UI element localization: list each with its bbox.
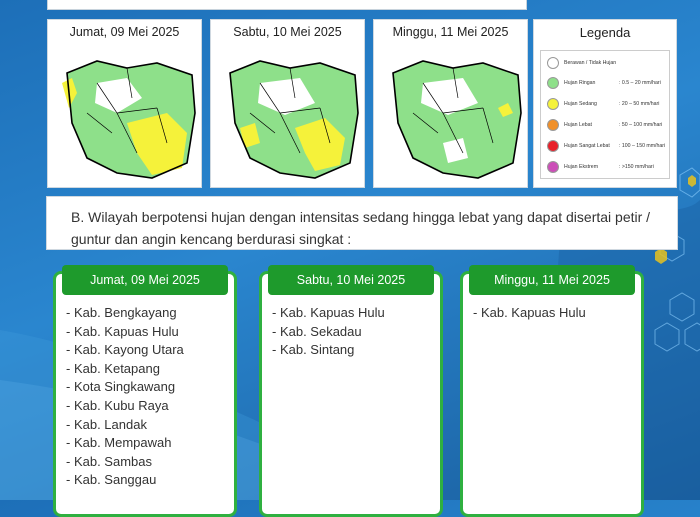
list-item: - Kab. Sambas [66,453,152,469]
list-item: - Kab. Kayong Utara [66,342,184,358]
legend-title: Legenda [579,25,631,40]
list-item: - Kab. Bengkayang [66,305,177,320]
top-panel-edge [47,0,527,10]
map-panel-2: Sabtu, 10 Mei 2025 [210,19,365,188]
rainfall-map-2 [220,53,359,180]
section-b-text: B. Wilayah berpotensi hujan dengan inten… [71,209,651,247]
list-item: - Kab. Sintang [272,342,355,358]
map-date-2: Sabtu, 10 Mei 2025 [233,25,342,39]
legend-swatch [547,140,559,152]
legend-body: Berawan / Tidak Hujan Hujan Ringan : 0.5… [540,50,670,179]
region-card-date-1: Jumat, 09 Mei 2025 [62,265,228,295]
legend-swatch [547,77,559,89]
list-item: - Kab. Sekadau [272,323,362,339]
region-list-2: - Kab. Kapuas Hulu - Kab. Sekadau - Kab.… [272,304,385,360]
rainfall-map-1 [57,53,196,180]
legend-swatch [547,98,559,110]
legend-swatch [547,119,559,131]
map-date-3: Minggu, 11 Mei 2025 [392,25,509,39]
map-panel-1: Jumat, 09 Mei 2025 [47,19,202,188]
legend-swatch [547,57,559,69]
list-item: - Kab. Sanggau [66,472,157,488]
list-item: - Kab. Kapuas Hulu [272,305,385,320]
legend-swatch [547,161,559,173]
section-b: B. Wilayah berpotensi hujan dengan inten… [46,196,678,250]
list-item: - Kota Singkawang [66,379,176,395]
list-item: - Kab. Landak [66,416,147,432]
region-list-3: - Kab. Kapuas Hulu [473,304,586,323]
region-card-date-3: Minggu, 11 Mei 2025 [469,265,635,295]
list-item: - Kab. Kubu Raya [66,397,169,413]
list-item: - Kab. Ketapang [66,360,160,376]
legend-panel: Legenda Berawan / Tidak Hujan Hujan Ring… [533,19,677,188]
region-card-date-2: Sabtu, 10 Mei 2025 [268,265,434,295]
region-card-2: Sabtu, 10 Mei 2025 - Kab. Kapuas Hulu - … [259,265,443,517]
map-date-1: Jumat, 09 Mei 2025 [69,25,180,39]
map-panel-3: Minggu, 11 Mei 2025 [373,19,528,188]
region-list-1: - Kab. Bengkayang - Kab. Kapuas Hulu - K… [66,304,184,490]
list-item: - Kab. Kapuas Hulu [473,305,586,320]
list-item: - Kab. Kapuas Hulu [66,323,179,339]
rainfall-map-3 [383,53,522,180]
region-card-1: Jumat, 09 Mei 2025 - Kab. Bengkayang - K… [53,265,237,517]
list-item: - Kab. Mempawah [66,435,172,451]
region-card-3: Minggu, 11 Mei 2025 - Kab. Kapuas Hulu [460,265,644,517]
